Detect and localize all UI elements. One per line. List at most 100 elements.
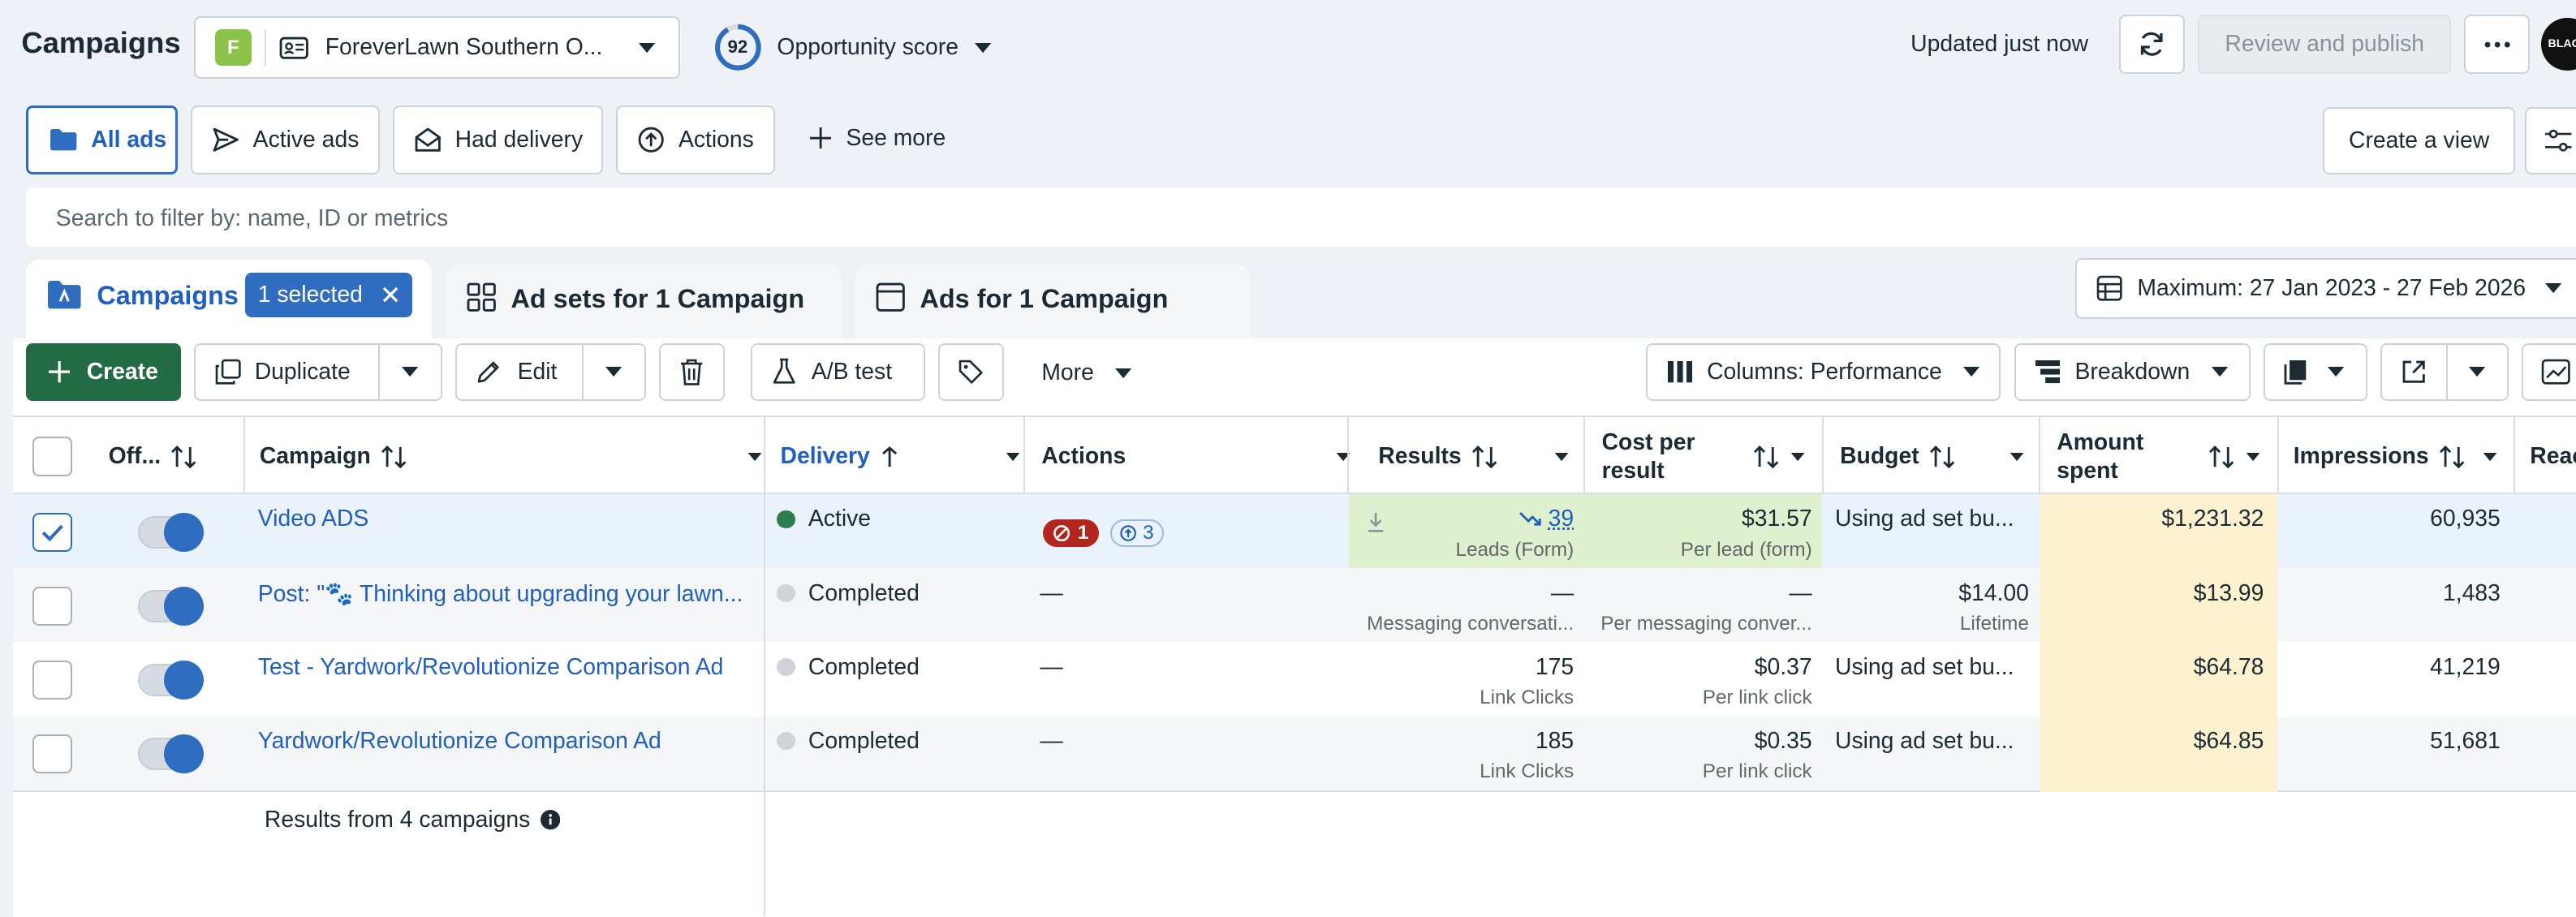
filter-active-ads[interactable]: Active ads [190, 105, 380, 174]
row-checkbox[interactable] [32, 734, 73, 774]
amount-value: $1,231.32 [2161, 506, 2264, 532]
sort-icon[interactable] [381, 445, 407, 468]
ab-test-button[interactable]: A/B test [751, 343, 925, 401]
delivery-status: Completed [777, 580, 920, 607]
columns-label: Columns: Performance [1707, 358, 1942, 385]
create-button[interactable]: Create [26, 343, 181, 401]
tab-adsets[interactable]: Ad sets for 1 Campaign [445, 264, 842, 338]
header-amount-line2: spent [2057, 457, 2118, 484]
search-bar[interactable] [26, 187, 2576, 250]
campaign-name-link[interactable]: Post: "🐾 Thinking about upgrading your l… [257, 580, 743, 607]
sort-ascending-icon[interactable] [881, 446, 898, 467]
boost-badge[interactable]: 3 [1109, 519, 1164, 548]
avatar[interactable]: BLACK [2541, 18, 2576, 71]
campaign-name-link[interactable]: Video ADS [257, 506, 369, 532]
charts-button[interactable] [2522, 343, 2576, 401]
filter-had-delivery[interactable]: Had delivery [392, 105, 603, 174]
delivery-status: Active [777, 506, 871, 532]
chevron-down-icon[interactable] [2010, 452, 2024, 461]
results-value[interactable]: 39 [1518, 506, 1574, 532]
sort-icon[interactable] [1929, 445, 1955, 468]
sort-icon[interactable] [1471, 445, 1497, 468]
cost-value: $0.37 [1754, 653, 1812, 680]
edit-button[interactable]: Edit [454, 343, 584, 401]
edit-dropdown[interactable] [581, 343, 646, 401]
chevron-down-icon [605, 367, 622, 377]
info-icon[interactable] [540, 810, 560, 830]
date-range-label: Maximum: 27 Jan 2023 - 27 Feb 2026 [2137, 274, 2526, 301]
create-view-button[interactable]: Create a view [2323, 106, 2516, 174]
row-checkbox[interactable] [32, 586, 73, 626]
header-budget[interactable]: Budget [1840, 417, 2027, 496]
campaign-toggle[interactable] [138, 734, 204, 774]
review-publish-button[interactable]: Review and publish [2198, 15, 2452, 75]
chevron-down-icon[interactable] [2483, 452, 2497, 461]
duplicate-dropdown[interactable] [377, 343, 442, 401]
tab-campaigns[interactable]: Campaigns 1 selected [26, 259, 433, 338]
reports-button[interactable] [2264, 343, 2367, 401]
search-input[interactable] [52, 187, 2524, 250]
selected-chip-label: 1 selected [257, 281, 363, 308]
chevron-down-icon[interactable] [1554, 452, 1569, 461]
filter-actions[interactable]: Actions [616, 105, 776, 174]
header-impressions[interactable]: Impressions [2294, 417, 2501, 496]
error-badge[interactable]: 1 [1043, 519, 1099, 548]
columns-button[interactable]: Columns: Performance [1646, 343, 2001, 401]
download-icon[interactable] [1367, 511, 1385, 532]
refresh-button[interactable] [2119, 15, 2186, 75]
header-cost-per-result[interactable]: Cost per result [1602, 417, 1809, 496]
select-all-checkbox[interactable] [32, 437, 73, 476]
actions-value: — [1040, 727, 1063, 754]
table-row[interactable]: Test - Yardwork/Revolutionize Comparison… [13, 642, 2576, 716]
chevron-down-icon[interactable] [2246, 452, 2260, 461]
more-options-button[interactable] [2464, 15, 2531, 75]
export-button[interactable] [2380, 343, 2449, 401]
header-off[interactable]: Off... [109, 417, 197, 496]
chevron-down-icon[interactable] [1006, 452, 1020, 461]
header-actions[interactable]: Actions [1041, 417, 1354, 496]
opportunity-score[interactable]: 92 Opportunity score [713, 23, 992, 72]
chevron-down-icon[interactable] [1336, 452, 1350, 461]
campaign-name-link[interactable]: Yardwork/Revolutionize Comparison Ad [257, 727, 661, 754]
export-dropdown[interactable] [2446, 343, 2509, 401]
actions-badges[interactable]: 1 3 [1043, 519, 1164, 548]
campaign-toggle[interactable] [138, 586, 204, 626]
see-more-button[interactable]: See more [809, 125, 946, 152]
sort-icon[interactable] [2208, 445, 2234, 468]
tab-ads[interactable]: Ads for 1 Campaign [854, 264, 1251, 338]
view-settings-button[interactable] [2525, 106, 2576, 174]
duplicate-button[interactable]: Duplicate [193, 343, 380, 401]
chevron-down-icon[interactable] [1790, 452, 1805, 461]
delete-button[interactable] [658, 343, 725, 401]
status-dot-active [777, 510, 795, 529]
sort-icon[interactable] [1753, 445, 1779, 468]
table-row[interactable]: Yardwork/Revolutionize Comparison Ad Com… [13, 717, 2576, 790]
breakdown-button[interactable]: Breakdown [2014, 343, 2251, 401]
close-icon[interactable] [382, 286, 398, 303]
header-delivery[interactable]: Delivery [780, 417, 1023, 496]
budget-sub: Lifetime [1959, 613, 2029, 635]
sort-icon[interactable] [2439, 445, 2465, 468]
campaign-name-link[interactable]: Test - Yardwork/Revolutionize Comparison… [257, 653, 724, 680]
selected-chip[interactable]: 1 selected [244, 273, 412, 317]
header-campaign[interactable]: Campaign [260, 417, 765, 496]
ad-frame-icon [876, 282, 905, 312]
date-range-selector[interactable]: Maximum: 27 Jan 2023 - 27 Feb 2026 [2074, 257, 2576, 319]
row-checkbox[interactable] [32, 512, 73, 553]
table-row[interactable]: Post: "🐾 Thinking about upgrading your l… [13, 568, 2576, 642]
sort-icon[interactable] [170, 445, 196, 468]
filter-all-ads[interactable]: All ads [26, 105, 178, 174]
account-selector[interactable]: F ForeverLawn Southern O... [193, 16, 680, 80]
header-amount-spent[interactable]: Amount spent [2057, 417, 2264, 496]
chevron-down-icon[interactable] [747, 452, 762, 461]
table-row[interactable]: Video ADS Active 1 3 39 [13, 494, 2576, 568]
more-button[interactable]: More [1041, 359, 1132, 386]
campaign-toggle[interactable] [138, 660, 204, 700]
cost-sub: Per link click [1702, 687, 1812, 709]
row-checkbox[interactable] [32, 660, 73, 700]
header-reach[interactable]: Reac [2530, 417, 2576, 496]
campaign-toggle[interactable] [138, 512, 204, 553]
tag-button[interactable] [937, 343, 1004, 401]
header-results[interactable]: Results [1378, 417, 1572, 496]
flask-icon [772, 358, 796, 385]
